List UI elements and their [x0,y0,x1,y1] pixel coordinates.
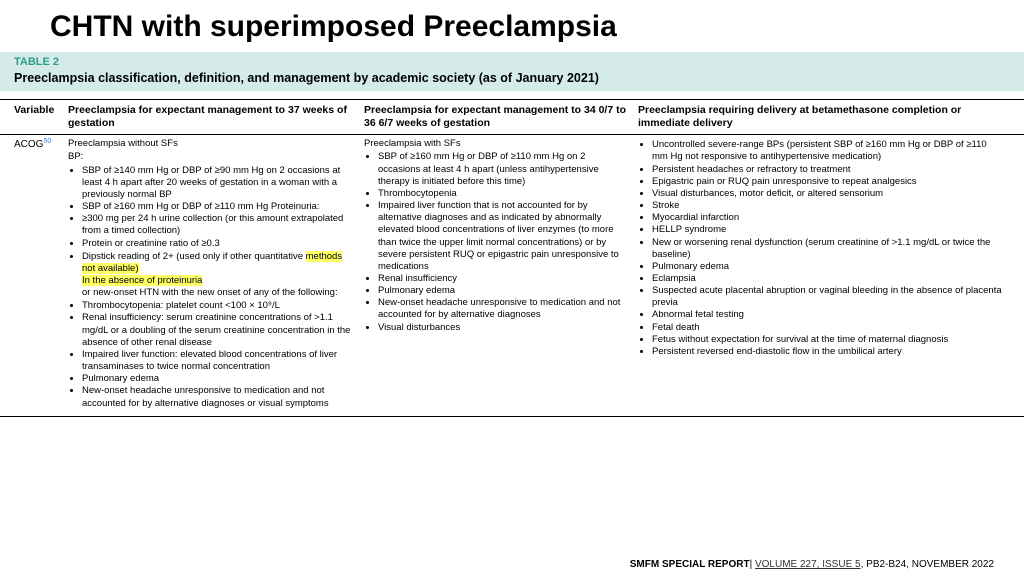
list-item: Visual disturbances, motor deficit, or a… [652,188,1002,200]
list-item: Visual disturbances [378,322,630,334]
table-caption: Preeclampsia classification, definition,… [0,70,1024,91]
list-item: New-onset headache unresponsive to medic… [82,385,356,409]
table-body-row: ACOG50 Preeclampsia without SFs BP: SBP … [0,135,1024,416]
list-item: Suspected acute placental abruption or v… [652,285,1002,309]
footer-citation: SMFM SPECIAL REPORT| VOLUME 227, ISSUE 5… [630,559,994,570]
footer-link[interactable]: VOLUME 227, ISSUE 5 [755,559,861,570]
list-item: New-onset headache unresponsive to medic… [378,297,630,321]
variable-name: ACOG [14,139,43,150]
footer-tail: , PB2-B24, NOVEMBER 2022 [861,559,994,570]
list-item: Pulmonary edema [378,285,630,297]
list-item: Dipstick reading of 2+ (used only if oth… [82,251,356,300]
list-item: Fetus without expectation for survival a… [652,334,1002,346]
list-a-hl: Dipstick reading of 2+ (used only if oth… [68,251,356,300]
head-col-a: Preeclampsia for expectant management to… [68,104,364,130]
list-item: Fetal death [652,322,1002,334]
head-col-c: Preeclampsia requiring delivery at betam… [638,104,1010,130]
list-item: Thrombocytopenia: platelet count <100 × … [82,300,356,312]
cell-col-b: Preeclampsia with SFs SBP of ≥160 mm Hg … [364,138,638,409]
head-col-b: Preeclampsia for expectant management to… [364,104,638,130]
footer-bold: SMFM SPECIAL REPORT [630,559,750,570]
list-item: Pulmonary edema [652,261,1002,273]
table-label: TABLE 2 [14,56,1010,68]
table-head-row: Variable Preeclampsia for expectant mana… [0,99,1024,135]
list-item: Thrombocytopenia [378,188,630,200]
list-c: Uncontrolled severe-range BPs (persisten… [638,139,1002,358]
list-item: Epigastric pain or RUQ pain unresponsive… [652,176,1002,188]
proteinuria-hl: In the absence of proteinuria [82,275,202,286]
list-item: ≥300 mg per 24 h urine collection (or th… [82,213,356,237]
lead-b: Preeclampsia with SFs [364,138,630,150]
mid-text: or new-onset HTN with the new onset of a… [82,287,338,298]
list-item: Myocardial infarction [652,212,1002,224]
list-item: New or worsening renal dysfunction (seru… [652,237,1002,261]
lead-a1: Preeclampsia without SFs [68,138,356,150]
list-item: Stroke [652,200,1002,212]
list-item: Renal insufficiency [378,273,630,285]
list-item: HELLP syndrome [652,224,1002,236]
list-item: Persistent headaches or refractory to tr… [652,164,1002,176]
list-item: SBP of ≥160 mm Hg or DBP of ≥110 mm Hg P… [82,201,356,213]
cell-col-a: Preeclampsia without SFs BP: SBP of ≥140… [68,138,364,409]
list-item: Abnormal fetal testing [652,309,1002,321]
cell-col-c: Uncontrolled severe-range BPs (persisten… [638,138,1010,409]
table-header-bar: TABLE 2 [0,52,1024,70]
list-item: Uncontrolled severe-range BPs (persisten… [652,139,1002,163]
list-item: Eclampsia [652,273,1002,285]
list-a-top: SBP of ≥140 mm Hg or DBP of ≥90 mm Hg on… [68,165,356,250]
list-item: Persistent reversed end-diastolic flow i… [652,346,1002,358]
list-item: Pulmonary edema [82,373,356,385]
variable-sup: 50 [43,138,51,145]
head-variable: Variable [14,104,68,130]
list-item: SBP of ≥140 mm Hg or DBP of ≥90 mm Hg on… [82,165,356,201]
list-b: SBP of ≥160 mm Hg or DBP of ≥110 mm Hg o… [364,151,630,333]
list-item: SBP of ≥160 mm Hg or DBP of ≥110 mm Hg o… [378,151,630,187]
list-item: Impaired liver function: elevated blood … [82,349,356,373]
row-variable: ACOG50 [14,138,68,409]
slide-title: CHTN with superimposed Preeclampsia [0,0,1024,52]
lead-a2: BP: [68,151,356,163]
list-item: Protein or creatinine ratio of ≥0.3 [82,238,356,250]
dipstick-text1: Dipstick reading of 2+ (used only if oth… [82,251,306,262]
list-a-bottom: Thrombocytopenia: platelet count <100 × … [68,300,356,409]
list-item: Impaired liver function that is not acco… [378,200,630,273]
list-item: Renal insufficiency: serum creatinine co… [82,312,356,348]
